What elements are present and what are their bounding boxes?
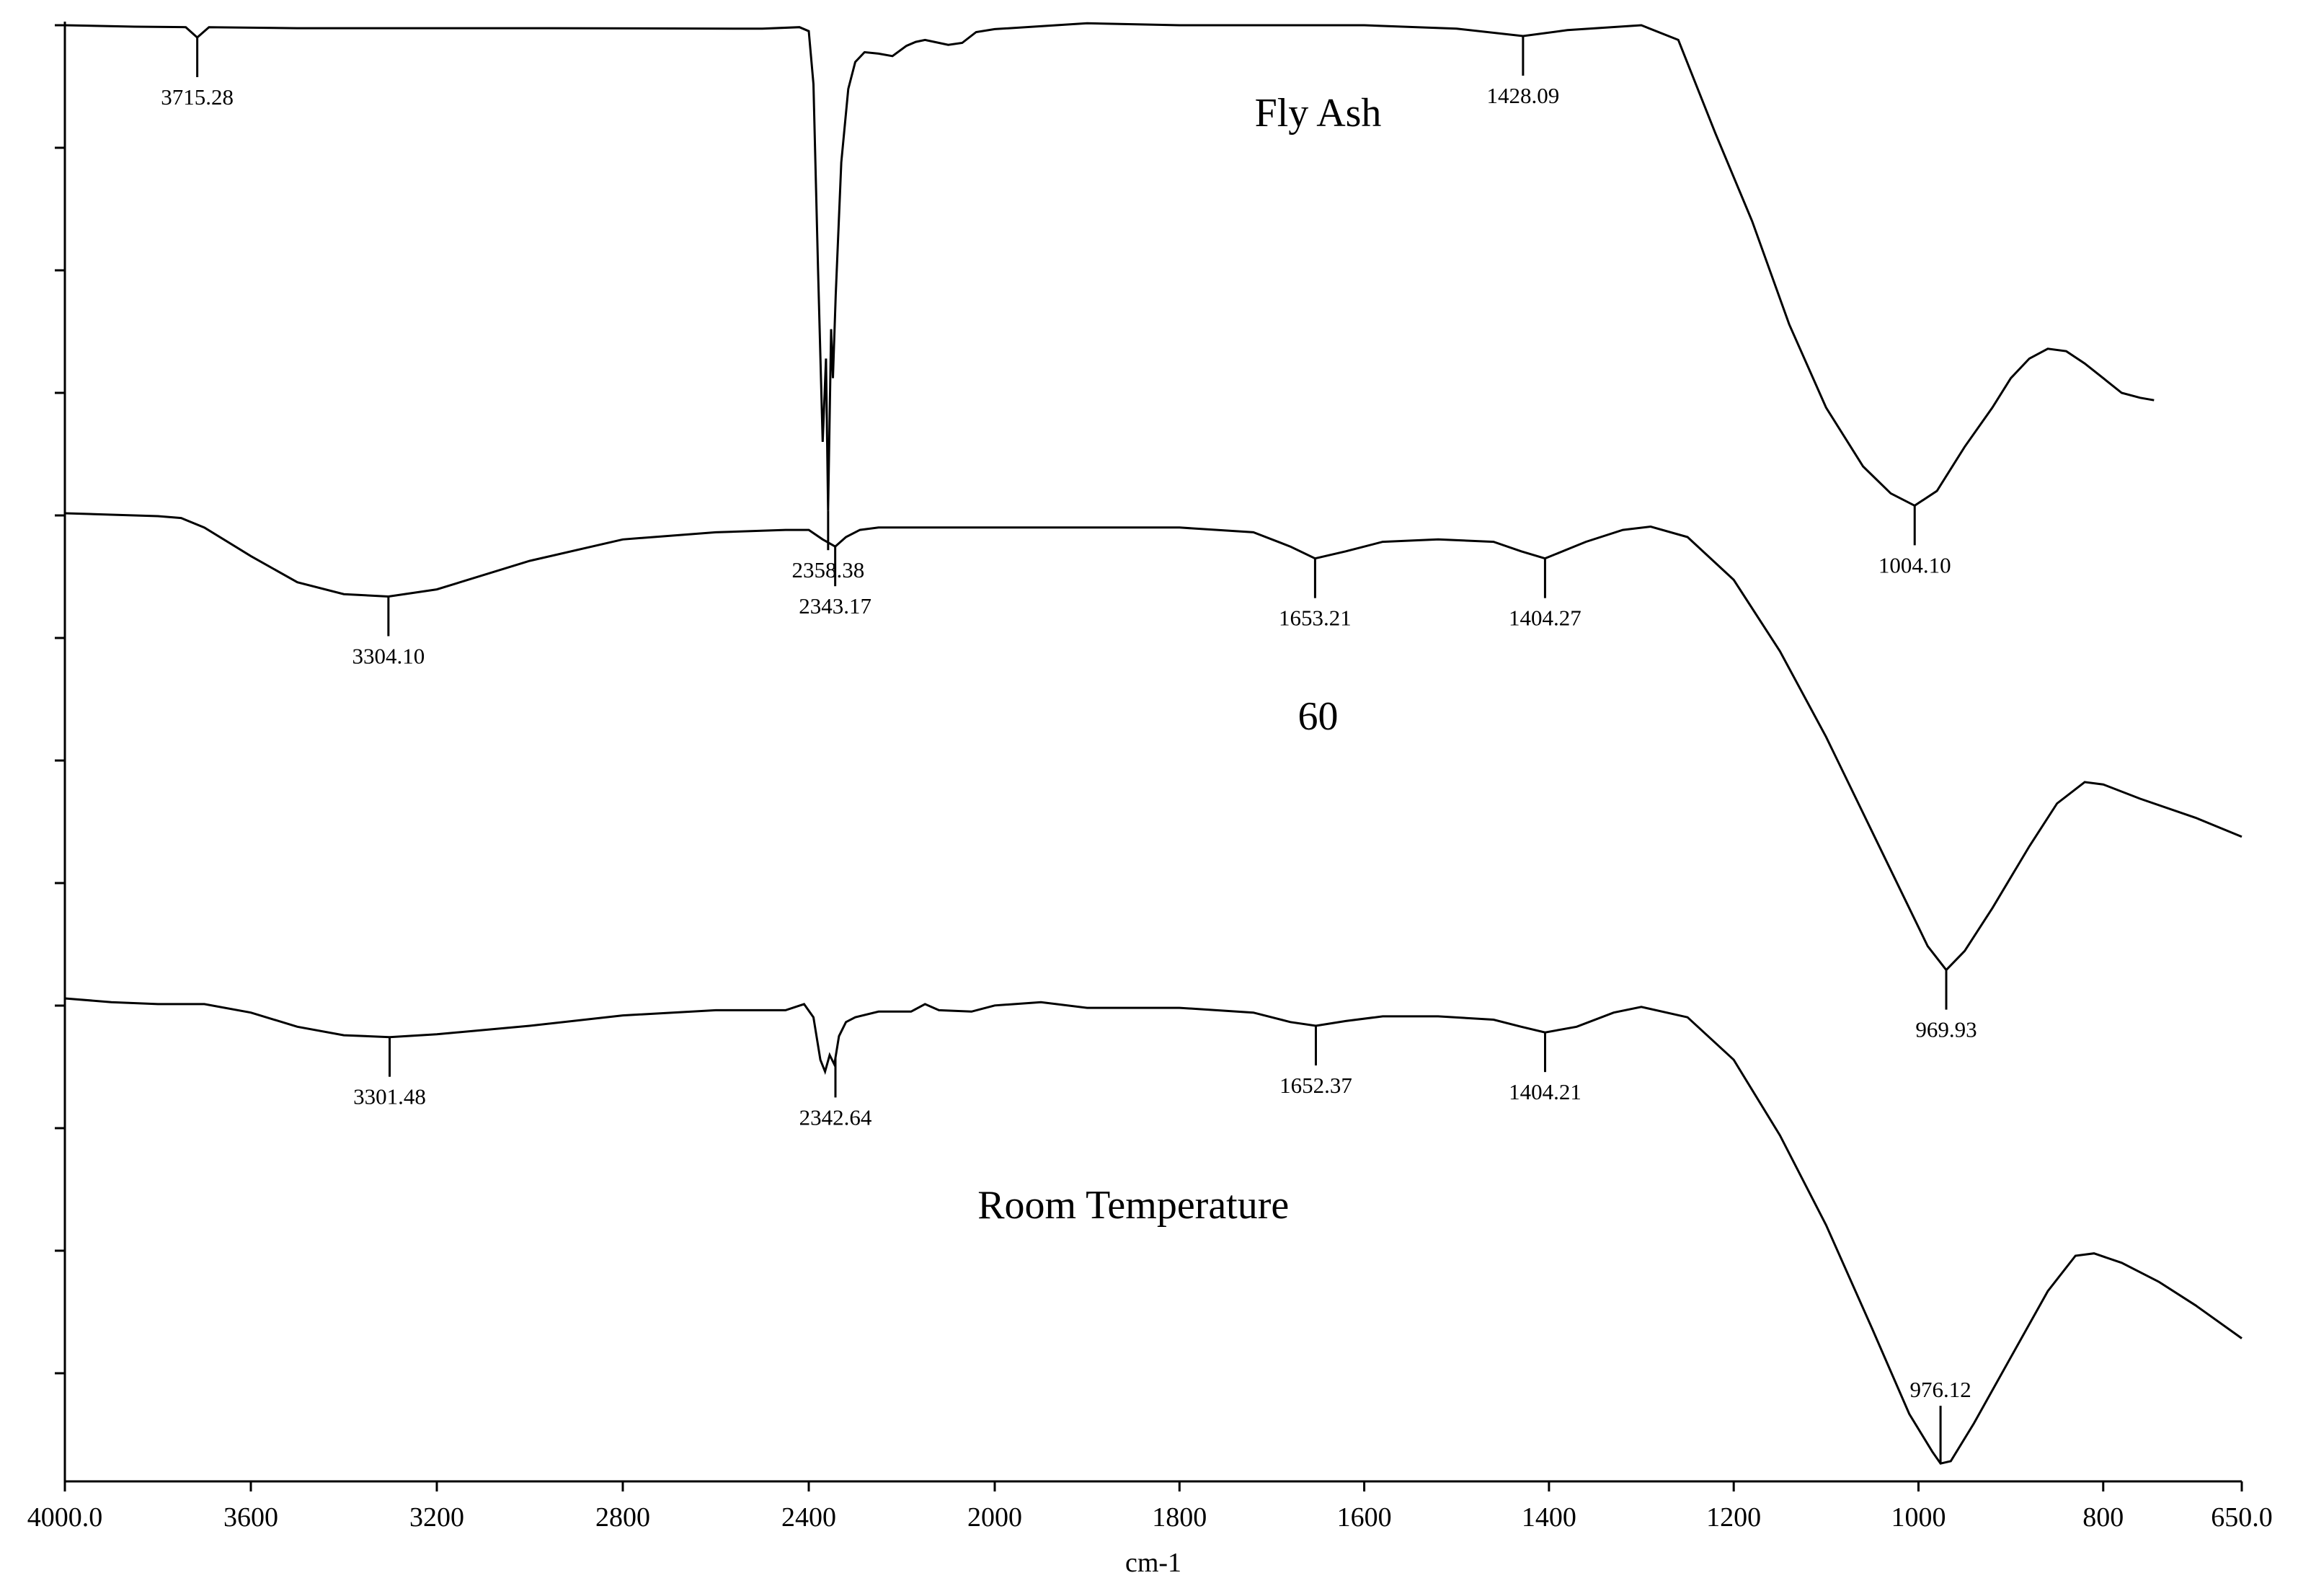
- y-axis-ticks: [55, 24, 65, 1375]
- spectrum-line: [64, 997, 2242, 1465]
- peak-label: 1653.21: [1279, 606, 1352, 631]
- x-tick-label: 2000: [967, 1502, 1022, 1533]
- x-tick-label: 1800: [1152, 1502, 1207, 1533]
- spectrum-line: [64, 22, 2155, 511]
- x-tick-label: 1400: [1522, 1502, 1576, 1533]
- x-tick-label: 2400: [781, 1502, 836, 1533]
- x-tick-label: 3200: [409, 1502, 464, 1533]
- chart-axes: 4000.0 3600 3200 2800 2400 2000 1800 1600 1400 12…: [27, 22, 2273, 1578]
- x-tick-label: 650.0: [2211, 1502, 2273, 1533]
- peak-label: 2358.38: [791, 557, 864, 582]
- peak-label: 3715.28: [161, 84, 234, 110]
- peak-label: 3301.48: [353, 1084, 426, 1109]
- series-label: Fly Ash: [1255, 91, 1382, 136]
- peak-label: 969.93: [1915, 1017, 1977, 1042]
- x-tick-label: 2800: [595, 1502, 650, 1533]
- peak-label: 2342.64: [799, 1104, 872, 1130]
- peak-label: 1404.27: [1509, 606, 1581, 631]
- peak-label: 1652.37: [1279, 1073, 1352, 1098]
- peak-label: 976.12: [1909, 1377, 1971, 1402]
- spectrum-group: 3304.10 2343.17 1653.21 1404.27 969.93 60: [64, 512, 2242, 1042]
- x-tick-label: 4000.0: [27, 1502, 103, 1533]
- peak-label: 1428.09: [1487, 83, 1560, 108]
- peak-label: 3304.10: [352, 644, 425, 669]
- spectrum-group: 3715.28 2358.38 1428.09 1004.10 Fly Ash: [64, 22, 2155, 582]
- x-tick-label: 3600: [223, 1502, 278, 1533]
- series-label: Room Temperature: [977, 1183, 1289, 1228]
- spectra-layer: 3715.28 2358.38 1428.09 1004.10 Fly Ash 3304.…: [64, 22, 2242, 1465]
- x-tick-label: 1000: [1891, 1502, 1946, 1533]
- x-axis-title: cm-1: [1125, 1548, 1181, 1578]
- x-tick-label: 800: [2082, 1502, 2124, 1533]
- series-label: 60: [1298, 694, 1339, 739]
- spectrum-line: [64, 512, 2242, 972]
- peak-label: 2343.17: [799, 593, 871, 619]
- peak-label: 1404.21: [1509, 1079, 1581, 1104]
- x-axis-ticks: 4000.0 3600 3200 2800 2400 2000 1800 1600 1400 12…: [27, 1481, 2273, 1533]
- x-tick-label: 1200: [1706, 1502, 1761, 1533]
- peak-label: 1004.10: [1878, 552, 1951, 577]
- x-tick-label: 1600: [1337, 1502, 1392, 1533]
- spectrum-group: 3301.48 2342.64 1652.37 1404.21 976.12 Room T…: [64, 997, 2242, 1465]
